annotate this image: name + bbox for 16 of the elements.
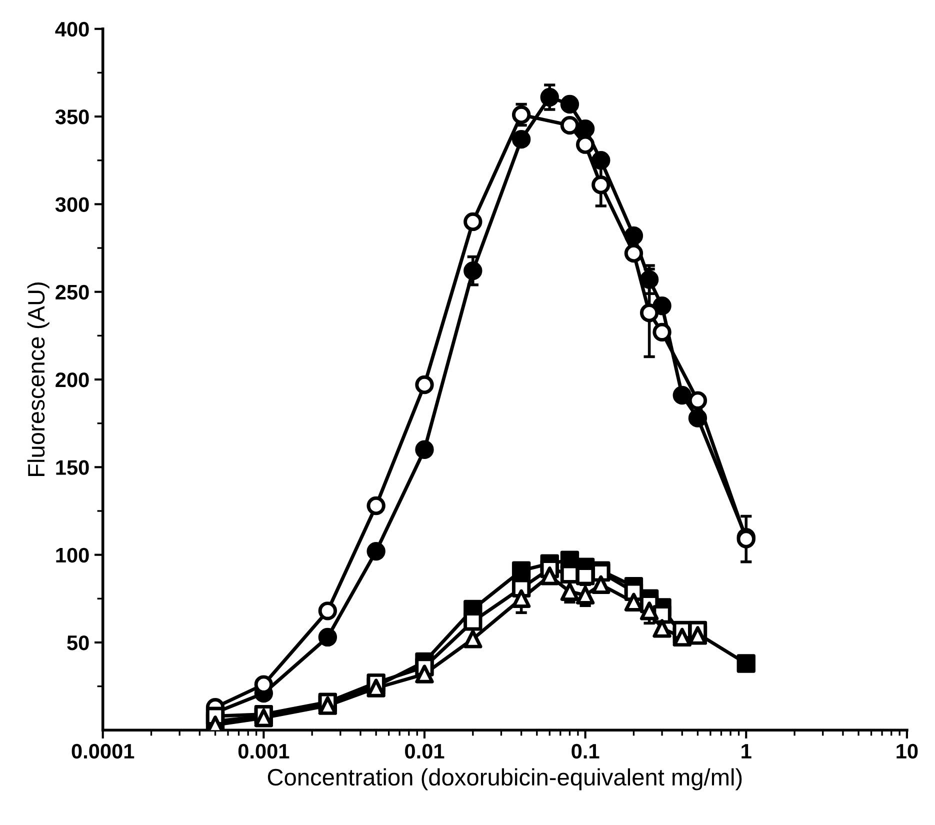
x-axis-title: Concentration (doxorubicin-equivalent mg/ml) — [268, 768, 742, 790]
y-axis-title: Fluorescence (AU) — [27, 282, 50, 476]
y-tick-label: 250 — [56, 284, 89, 300]
x-tick-label: 0.01 — [405, 744, 444, 759]
y-tick-label: 350 — [55, 110, 89, 124]
x-tick-label: 0.001 — [238, 744, 290, 759]
y-tick-label: 150 — [56, 460, 89, 475]
y-tick-label: 200 — [56, 372, 89, 388]
y-tick-label: 100 — [56, 548, 89, 563]
y-tick-label: 300 — [55, 197, 89, 212]
y-tick-label: 50 — [67, 635, 89, 650]
x-tick-label: 1 — [742, 744, 752, 758]
x-tick-label: 0.1 — [572, 744, 600, 759]
y-tick-label: 400 — [55, 22, 89, 37]
x-tick-label: 10 — [896, 744, 918, 759]
x-tick-label: 0.0001 — [72, 744, 134, 759]
